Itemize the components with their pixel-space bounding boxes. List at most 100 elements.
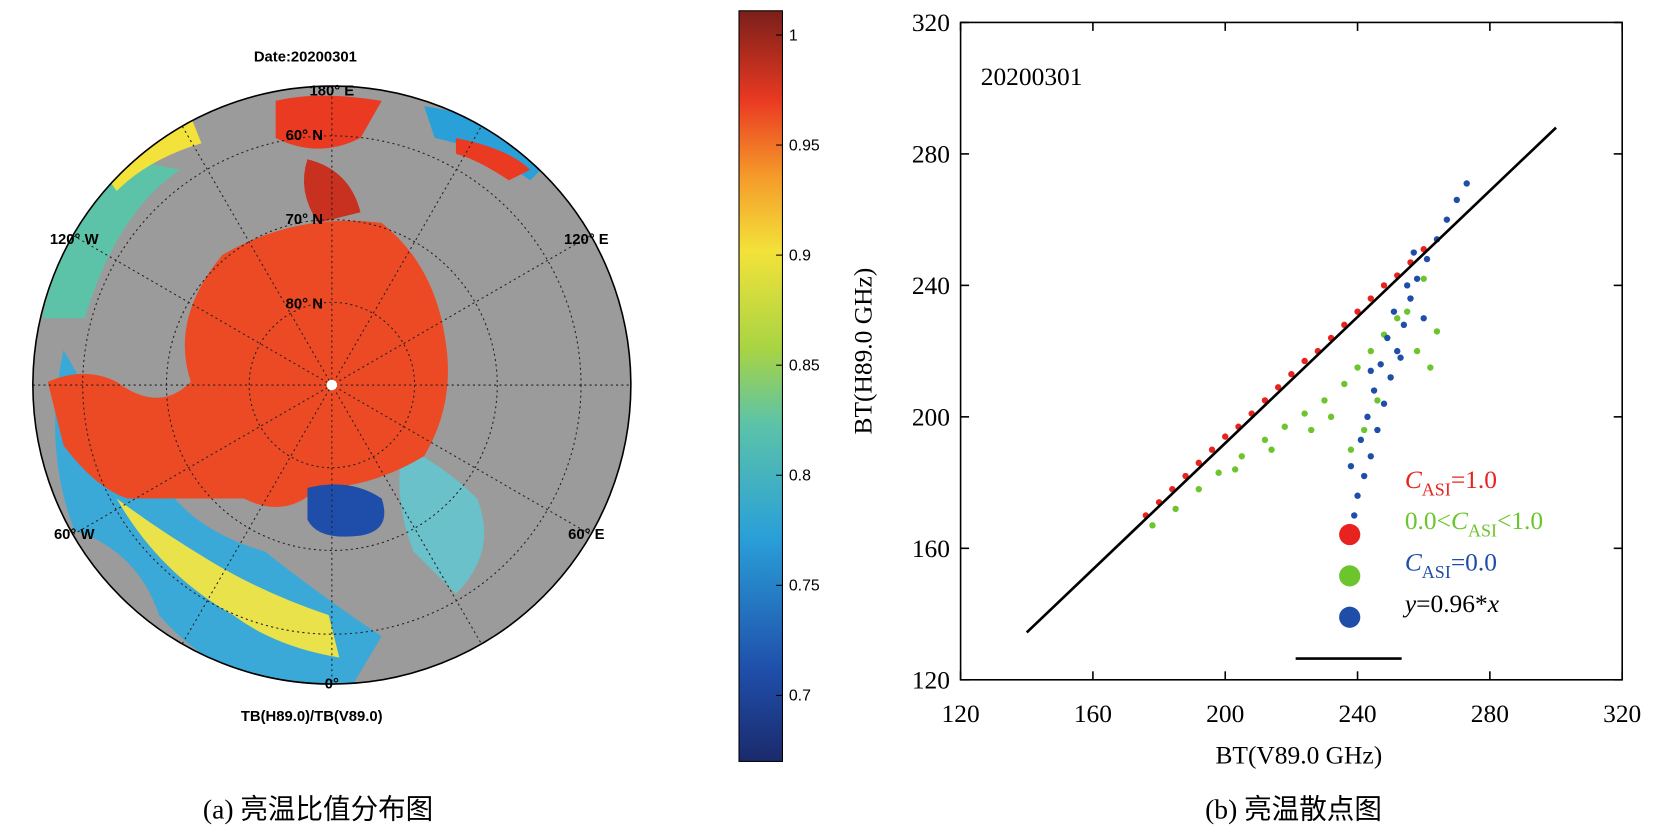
point <box>1390 308 1398 315</box>
legend-symbol <box>1339 523 1361 546</box>
point <box>1423 255 1431 263</box>
y-axis-label: BT(H89.0 GHz) <box>849 268 878 435</box>
map-border <box>32 85 632 685</box>
legend-text: x <box>1487 589 1500 618</box>
x-axis-label: BT(V89.0 GHz) <box>1215 741 1382 770</box>
point <box>1413 275 1421 282</box>
point <box>1380 282 1388 289</box>
point <box>1341 380 1348 388</box>
colorbar-tick-label: 1 <box>789 27 798 44</box>
grid-label: 180° E <box>310 84 355 100</box>
grid-label: 60° N <box>286 128 323 144</box>
point <box>1288 370 1295 378</box>
colorbar-tick-label: 0.8 <box>789 468 811 485</box>
point <box>1367 453 1374 460</box>
legend-text: <1.0 <box>1497 506 1543 535</box>
caption: (b) 亮温散点图 <box>1205 794 1382 825</box>
point <box>1377 361 1384 368</box>
point <box>1208 446 1216 453</box>
point <box>1195 485 1202 493</box>
x-tick-label: 320 <box>1603 699 1641 728</box>
grid-label: 0° <box>325 676 339 692</box>
point <box>1301 357 1308 365</box>
point <box>1354 364 1361 371</box>
grid-label: 120° W <box>50 232 99 248</box>
point <box>1149 522 1156 529</box>
point <box>1374 426 1381 434</box>
legend-text: y <box>1402 589 1417 618</box>
caption: (a) 亮温比值分布图 <box>203 794 433 825</box>
grid-label: 60° E <box>568 527 605 543</box>
grid-label: 60° W <box>54 527 95 543</box>
point <box>1400 321 1408 328</box>
point <box>1374 397 1381 404</box>
fit-line <box>1025 126 1557 634</box>
x-tick-label: 280 <box>1471 699 1509 728</box>
point <box>1394 347 1401 355</box>
legend-text: C <box>1405 465 1423 494</box>
point <box>1222 433 1229 440</box>
legend-text: 0.0< <box>1405 506 1451 535</box>
legend-text: =1.0 <box>1451 465 1497 494</box>
colorbar-tick-label: 0.85 <box>789 357 820 374</box>
point <box>1407 295 1414 302</box>
legend-label: CASI=0.0 <box>1405 548 1497 582</box>
point <box>1433 328 1441 335</box>
point <box>1347 446 1355 453</box>
point <box>1261 436 1269 444</box>
point <box>1427 364 1434 371</box>
x-tick-label: 240 <box>1338 699 1376 728</box>
point <box>1351 512 1358 519</box>
x-tick-label: 200 <box>1206 699 1244 728</box>
point <box>1397 354 1404 361</box>
point <box>1281 423 1288 430</box>
point <box>1172 505 1179 513</box>
point <box>1357 436 1365 444</box>
colorbar-tick-label: 0.9 <box>789 247 811 264</box>
point <box>1354 308 1361 315</box>
point <box>1453 196 1460 204</box>
map-xlabel: TB(H89.0)/TB(V89.0) <box>241 709 383 725</box>
point <box>1301 410 1308 417</box>
point <box>1367 295 1374 302</box>
y-tick-label: 280 <box>912 139 950 168</box>
y-tick-label: 160 <box>912 534 950 563</box>
point <box>1364 413 1371 421</box>
point <box>1367 367 1374 375</box>
point <box>1370 387 1378 394</box>
point <box>1321 397 1328 404</box>
y-tick-label: 320 <box>912 8 950 37</box>
point <box>1387 374 1394 381</box>
point <box>1360 426 1368 434</box>
legend-text: ASI <box>1468 521 1497 541</box>
map-title: Date:20200301 <box>254 50 357 66</box>
point <box>1238 453 1245 460</box>
legend-symbol <box>1339 606 1361 628</box>
point <box>1420 315 1427 322</box>
point <box>1231 466 1239 473</box>
point <box>1403 308 1411 315</box>
y-tick-label: 240 <box>912 271 950 300</box>
legend-label: 0.0<CASI<1.0 <box>1405 506 1543 540</box>
colorbar-tick-label: 0.95 <box>789 137 820 154</box>
point <box>1354 492 1361 499</box>
legend-text: C <box>1451 506 1469 535</box>
polar-map: Date:20200301 180° E 60° N 70° N 80° N 1… <box>32 50 632 725</box>
point <box>1274 384 1282 391</box>
point <box>1413 347 1421 355</box>
grid-label: 80° N <box>286 297 323 313</box>
point <box>1268 446 1275 453</box>
point <box>1394 315 1401 322</box>
legend-text: ASI <box>1422 562 1451 582</box>
point <box>1182 472 1189 480</box>
colorbar-tick-label: 0.75 <box>789 578 820 595</box>
scatter-chart: 20200301 BT(V89.0 GHz) BT(H89.0 GHz) 120… <box>849 8 1642 770</box>
point <box>1327 413 1335 421</box>
point <box>1347 462 1355 470</box>
point <box>1410 249 1417 256</box>
point <box>1463 180 1470 187</box>
point <box>1195 459 1202 467</box>
point <box>1367 347 1374 355</box>
legend-text: =0.0 <box>1451 548 1497 577</box>
